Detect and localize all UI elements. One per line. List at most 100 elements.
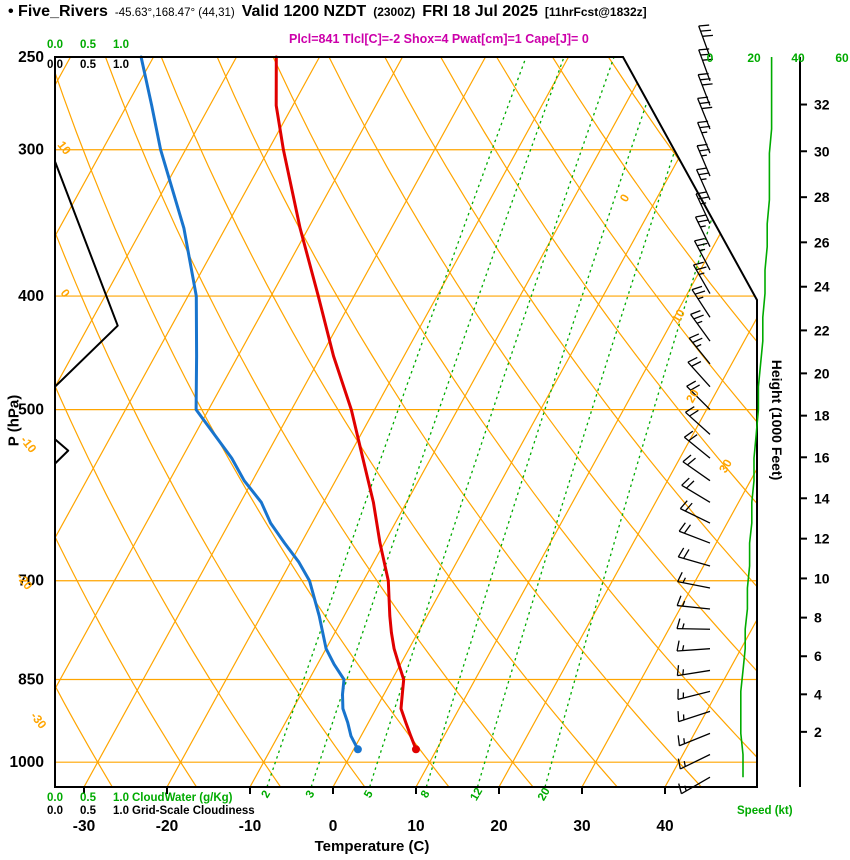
- isotherm-line: [498, 57, 757, 787]
- dry-adiabat-line: [216, 57, 702, 787]
- mixing-ratio-line: [544, 57, 757, 787]
- valid-time-utc: (2300Z): [373, 5, 416, 19]
- isotherm-line: [664, 57, 757, 787]
- wind-barb-stem: [681, 484, 711, 503]
- height-tick-label: 32: [814, 97, 830, 113]
- station-coords: -45.63°,168.47° (44,31): [114, 7, 235, 19]
- wind-barb-feather: [678, 783, 683, 794]
- mixing-ratio-label: 3: [304, 789, 318, 801]
- wind-barb-feather: [697, 219, 709, 223]
- cloudwater-scale-label: 0.0: [47, 39, 63, 51]
- wind-barb-stem: [676, 628, 711, 630]
- isotherm-value-label: 20: [683, 386, 702, 405]
- wind-barb-feather: [687, 356, 698, 363]
- wind-barb-feather: [701, 106, 713, 110]
- speed-scale-label: 0: [707, 51, 714, 65]
- isotherm-value-label: 30: [716, 456, 735, 475]
- wind-barb-feather: [698, 24, 710, 27]
- station-name: • Five_Rivers: [8, 3, 108, 20]
- height-tick-label: 16: [814, 449, 830, 465]
- chart-title: • Five_Rivers -45.63°,168.47° (44,31) Va…: [8, 3, 647, 21]
- temperature-tick-label: 20: [490, 818, 507, 835]
- wind-barb-feather: [695, 214, 706, 218]
- temperature-tick-label: -20: [156, 818, 178, 835]
- speed-scale-label: 20: [747, 51, 761, 65]
- temperature-tick-label: -10: [239, 818, 261, 835]
- wind-barb-stem: [685, 411, 711, 435]
- height-tick-label: 12: [814, 531, 830, 547]
- wind-barb-half: [683, 738, 686, 744]
- wind-barb-feather: [700, 29, 712, 32]
- height-tick-label: 20: [814, 365, 830, 381]
- wind-barb-feather: [687, 457, 696, 466]
- cloudiness-scale-label: 1.0: [113, 59, 129, 71]
- pressure-tick-label: 1000: [10, 754, 44, 771]
- height-tick-label: 22: [814, 322, 830, 338]
- wind-barb-feather: [676, 640, 680, 652]
- wind-barb-feather: [688, 333, 700, 339]
- cloudwater-scale-label: 0.5: [80, 39, 97, 51]
- wind-barb-feather: [691, 360, 702, 367]
- wind-barb-feather: [696, 242, 708, 247]
- dry-adiabat-line: [55, 57, 113, 787]
- wind-barb-half: [701, 154, 707, 157]
- cloudwater-legend: CloudWater (g/Kg): [132, 792, 233, 804]
- wind-barb-feather: [702, 58, 713, 61]
- wind-barb-feather: [692, 337, 703, 344]
- mixing-ratio-label: 5: [362, 788, 376, 800]
- wind-barb-stem: [683, 436, 711, 459]
- wind-barb-half: [698, 272, 705, 276]
- temperature-tick-label: 10: [407, 818, 424, 835]
- mixing-ratio-label: 20: [536, 786, 553, 803]
- wind-barb-feather: [682, 454, 692, 463]
- wind-barb-half: [682, 600, 686, 607]
- height-tick-label: 4: [814, 686, 822, 702]
- wind-barb-stem: [693, 240, 711, 271]
- cloudwater-scale-label: 1.0: [113, 792, 129, 804]
- dry-adiabat-line: [440, 57, 757, 787]
- wind-barb-feather: [696, 167, 708, 171]
- temperature-profile: [274, 55, 418, 751]
- isotherm-line: [581, 57, 757, 787]
- adiabat-value-label: -30: [28, 709, 50, 732]
- wind-barb-half: [683, 761, 686, 767]
- speed-legend: Speed (kt): [737, 805, 793, 817]
- wind-barb-feather: [685, 480, 695, 489]
- wind-barb-feather: [693, 261, 704, 266]
- mixing-ratio-label: 12: [469, 786, 486, 803]
- cloudwater-scale-label: 1.0: [113, 39, 129, 51]
- isotherm-line: [166, 57, 570, 787]
- pressure-tick-label: 850: [18, 672, 44, 689]
- wind-barb-half: [681, 623, 685, 629]
- cloudiness-scale-label: 0.0: [47, 805, 63, 817]
- wind-barb-feather: [676, 618, 681, 629]
- wind-barb-half: [697, 296, 704, 300]
- isotherm-line: [55, 57, 404, 787]
- temperature-tick-label: -30: [73, 818, 95, 835]
- profile-layer: [54, 55, 420, 778]
- height-tick-label: 6: [814, 648, 822, 664]
- wind-barb-feather: [677, 758, 681, 770]
- wind-barb-stem: [697, 74, 711, 106]
- wind-barb-feather: [694, 290, 706, 295]
- dry-adiabat-line: [55, 57, 366, 787]
- wind-barb-feather: [677, 735, 681, 746]
- cloudiness-scale-label: 1.0: [113, 805, 129, 817]
- wind-barb-feather: [677, 547, 685, 558]
- wind-barb-half: [696, 320, 703, 324]
- wind-barb-feather: [677, 711, 680, 722]
- wind-barb-stem: [682, 461, 711, 482]
- pressure-tick-label: 300: [18, 142, 44, 159]
- wind-barb-feather: [696, 266, 707, 271]
- mixing-ratio-line: [425, 57, 663, 787]
- forecast-lead-info: [11hrFcst@1832z]: [544, 5, 647, 19]
- wind-barb-feather: [689, 409, 699, 417]
- wind-barb-feather: [690, 384, 700, 391]
- wind-barb-layer: [676, 24, 713, 795]
- adiabat-value-label: 10: [55, 138, 74, 157]
- speed-profile: [739, 57, 773, 778]
- wind-barb-half: [695, 343, 702, 348]
- wind-barb-stem: [677, 648, 711, 652]
